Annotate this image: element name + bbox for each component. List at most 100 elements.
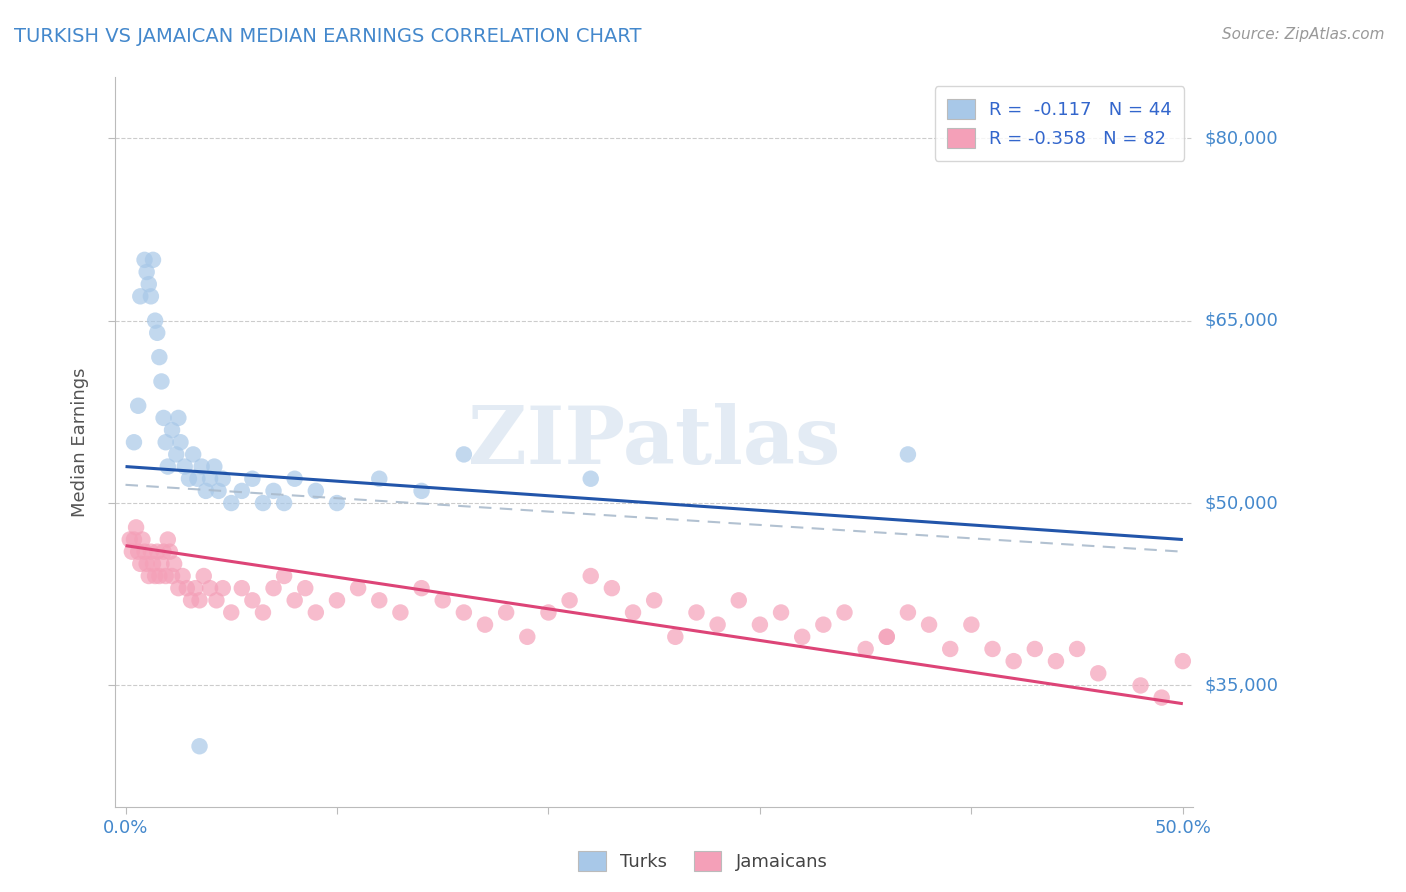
Point bbox=[160, 423, 183, 437]
Point bbox=[159, 544, 181, 558]
Point bbox=[148, 569, 170, 583]
Point bbox=[453, 447, 475, 461]
Point bbox=[188, 739, 211, 754]
Point bbox=[252, 496, 274, 510]
Point bbox=[129, 289, 152, 303]
Point bbox=[219, 496, 242, 510]
Point bbox=[855, 642, 877, 657]
Point bbox=[150, 375, 173, 389]
Point bbox=[152, 544, 174, 558]
Point bbox=[252, 606, 274, 620]
Text: $65,000: $65,000 bbox=[1205, 311, 1278, 330]
Point bbox=[127, 399, 149, 413]
Point bbox=[139, 544, 162, 558]
Point bbox=[748, 617, 770, 632]
Point bbox=[134, 252, 156, 267]
Point bbox=[960, 617, 983, 632]
Text: $35,000: $35,000 bbox=[1205, 676, 1278, 695]
Point bbox=[188, 593, 211, 607]
Point bbox=[770, 606, 793, 620]
Point bbox=[121, 544, 143, 558]
Point bbox=[193, 569, 215, 583]
Point bbox=[156, 459, 179, 474]
Point bbox=[1066, 642, 1088, 657]
Point bbox=[135, 265, 157, 279]
Point bbox=[981, 642, 1004, 657]
Point bbox=[474, 617, 496, 632]
Point bbox=[152, 411, 174, 425]
Point bbox=[146, 544, 169, 558]
Point bbox=[939, 642, 962, 657]
Point bbox=[242, 593, 264, 607]
Point bbox=[127, 544, 149, 558]
Point bbox=[284, 472, 307, 486]
Point bbox=[138, 569, 160, 583]
Point bbox=[142, 557, 165, 571]
Legend: R =  -0.117   N = 44, R = -0.358   N = 82: R = -0.117 N = 44, R = -0.358 N = 82 bbox=[935, 87, 1184, 161]
Point bbox=[160, 569, 183, 583]
Point bbox=[135, 557, 157, 571]
Text: Source: ZipAtlas.com: Source: ZipAtlas.com bbox=[1222, 27, 1385, 42]
Point bbox=[368, 593, 391, 607]
Point bbox=[184, 581, 207, 595]
Point bbox=[207, 483, 229, 498]
Point bbox=[181, 447, 204, 461]
Point bbox=[231, 483, 253, 498]
Point bbox=[1150, 690, 1173, 705]
Point bbox=[516, 630, 538, 644]
Point bbox=[389, 606, 412, 620]
Point bbox=[273, 496, 295, 510]
Point bbox=[163, 557, 186, 571]
Point bbox=[143, 569, 166, 583]
Point bbox=[198, 472, 221, 486]
Point bbox=[813, 617, 835, 632]
Point bbox=[284, 593, 307, 607]
Point bbox=[202, 459, 225, 474]
Point bbox=[219, 606, 242, 620]
Point bbox=[173, 459, 195, 474]
Point bbox=[146, 326, 169, 340]
Point bbox=[368, 472, 391, 486]
Point bbox=[176, 581, 198, 595]
Point bbox=[537, 606, 560, 620]
Point bbox=[664, 630, 686, 644]
Point bbox=[1002, 654, 1025, 668]
Point bbox=[122, 533, 145, 547]
Point bbox=[242, 472, 264, 486]
Point bbox=[305, 483, 328, 498]
Point bbox=[897, 447, 920, 461]
Point bbox=[205, 593, 228, 607]
Point bbox=[211, 581, 233, 595]
Point bbox=[167, 411, 190, 425]
Point bbox=[131, 533, 153, 547]
Point bbox=[897, 606, 920, 620]
Point bbox=[294, 581, 316, 595]
Point bbox=[411, 483, 433, 498]
Point bbox=[263, 581, 285, 595]
Point bbox=[155, 569, 177, 583]
Point bbox=[1024, 642, 1046, 657]
Point bbox=[138, 277, 160, 292]
Point bbox=[167, 581, 190, 595]
Point bbox=[134, 544, 156, 558]
Point bbox=[432, 593, 454, 607]
Point bbox=[156, 533, 179, 547]
Point bbox=[198, 581, 221, 595]
Point bbox=[180, 593, 202, 607]
Point bbox=[685, 606, 707, 620]
Point bbox=[918, 617, 941, 632]
Point bbox=[125, 520, 148, 534]
Point bbox=[706, 617, 728, 632]
Point bbox=[326, 593, 349, 607]
Point bbox=[231, 581, 253, 595]
Point bbox=[169, 435, 191, 450]
Point bbox=[643, 593, 665, 607]
Point bbox=[118, 533, 141, 547]
Point bbox=[326, 496, 349, 510]
Point bbox=[834, 606, 856, 620]
Point bbox=[263, 483, 285, 498]
Text: TURKISH VS JAMAICAN MEDIAN EARNINGS CORRELATION CHART: TURKISH VS JAMAICAN MEDIAN EARNINGS CORR… bbox=[14, 27, 641, 45]
Point bbox=[129, 557, 152, 571]
Point bbox=[1087, 666, 1109, 681]
Text: ZIPatlas: ZIPatlas bbox=[468, 403, 841, 482]
